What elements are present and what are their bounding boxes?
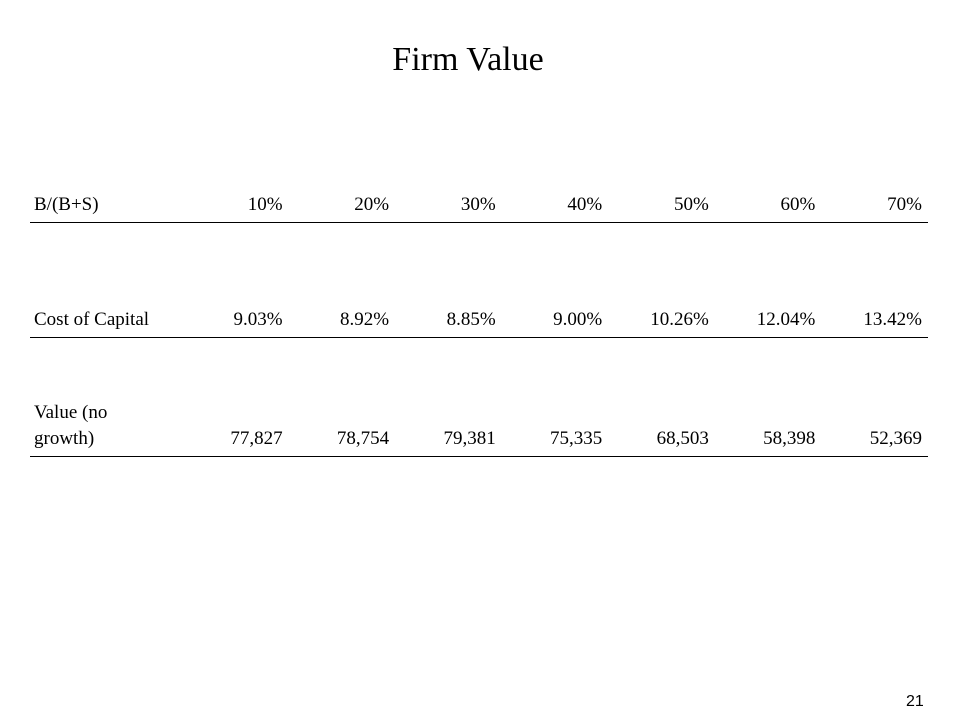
table-cell: 30% <box>395 178 502 223</box>
table-cell: 60% <box>714 178 822 223</box>
table-cell: 20% <box>288 178 396 223</box>
row-label-cost-of-capital: Cost of Capital <box>30 222 182 338</box>
row-label-line: growth) <box>34 428 95 449</box>
table-cell: 68,503 <box>608 337 715 457</box>
page-number: 21 <box>906 693 924 710</box>
table-cell: 13.42% <box>821 222 928 338</box>
table-cell: 52,369 <box>821 337 928 457</box>
table-cell: 75,335 <box>501 337 609 457</box>
data-table: B/(B+S) 10% 20% 30% 40% 50% 60% 70% Cost… <box>30 178 928 457</box>
table-row-debt-ratio: B/(B+S) 10% 20% 30% 40% 50% 60% 70% <box>30 178 928 223</box>
table-cell: 8.85% <box>395 222 502 338</box>
row-label-value-no-growth: Value (no growth) <box>30 337 182 457</box>
table-cell: 77,827 <box>182 337 289 457</box>
table-row-value-no-growth: Value (no growth) 77,827 78,754 79,381 7… <box>30 337 928 457</box>
table-cell: 70% <box>821 178 928 223</box>
row-label-debt-ratio: B/(B+S) <box>30 178 182 223</box>
table-cell: 12.04% <box>714 222 822 338</box>
table-cell: 78,754 <box>288 337 396 457</box>
table-cell: 10.26% <box>608 222 715 338</box>
table-cell: 8.92% <box>288 222 396 338</box>
page-title: Firm Value <box>392 41 544 78</box>
table-row-cost-of-capital: Cost of Capital 9.03% 8.92% 8.85% 9.00% … <box>30 222 928 338</box>
table-cell: 50% <box>608 178 715 223</box>
table-cell: 9.03% <box>182 222 289 338</box>
table-cell: 79,381 <box>395 337 502 457</box>
table-cell: 9.00% <box>501 222 609 338</box>
table-cell: 58,398 <box>714 337 822 457</box>
row-label-line: Value (no <box>34 402 108 423</box>
table-cell: 40% <box>501 178 609 223</box>
table-cell: 10% <box>182 178 289 223</box>
